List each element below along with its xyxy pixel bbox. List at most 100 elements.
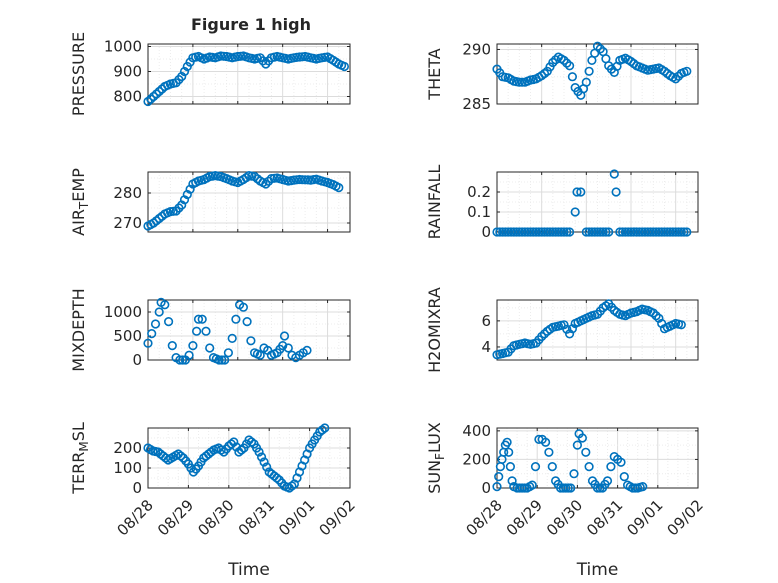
data-point-interp	[662, 227, 672, 237]
data-point	[572, 187, 582, 197]
data-point	[334, 183, 344, 193]
data-point-interp	[151, 89, 161, 99]
data-point	[581, 77, 591, 87]
data-point	[544, 447, 554, 457]
data-point	[602, 476, 613, 486]
y-tick-label: 285	[462, 95, 491, 113]
chart-air_temp: 270 280 AIRTEMP	[69, 168, 351, 236]
data-point-interp	[584, 227, 594, 237]
data-point-interp	[550, 227, 561, 237]
data-point	[606, 462, 616, 472]
data-point	[167, 341, 177, 351]
data-point	[638, 482, 648, 492]
y-tick-label: 200	[113, 439, 142, 457]
data-point	[659, 227, 670, 237]
data-point	[150, 319, 161, 329]
y-tick-label: 280	[113, 184, 142, 202]
data-point	[255, 350, 265, 360]
data-point	[154, 86, 164, 97]
data-point	[665, 227, 675, 237]
data-point-interp	[146, 94, 156, 104]
data-point	[279, 331, 290, 341]
data-point-interp	[595, 227, 605, 237]
data-point	[676, 227, 686, 237]
data-point-interp	[179, 66, 190, 77]
data-point	[676, 320, 686, 330]
chart-pressure: 800 900 1000 PRESSURE	[69, 32, 351, 116]
series-markers	[492, 429, 648, 493]
series-markers	[143, 51, 350, 107]
x-tick-label: 08/31	[235, 496, 278, 539]
y-axis-label: MIXDEPTH	[69, 288, 88, 371]
y-tick-label: 0	[132, 479, 142, 497]
y-axis-label: SUNFLUX	[425, 422, 447, 494]
y-tick-label: 1000	[104, 303, 142, 321]
data-point	[581, 447, 591, 457]
data-point-interp	[217, 355, 227, 365]
data-point	[192, 326, 202, 336]
data-point-interp	[562, 324, 572, 334]
x-tick-label: 08/29	[154, 496, 197, 539]
axes-box	[147, 427, 351, 489]
figure-title: Figure 1 high	[191, 15, 311, 34]
x-tick-label: 08/28	[114, 496, 157, 539]
data-point	[547, 462, 557, 472]
y-tick-label: 0.1	[467, 203, 491, 221]
data-point-interp	[297, 175, 307, 185]
y-tick-label: 290	[462, 40, 491, 58]
data-point	[175, 355, 185, 365]
data-point	[576, 187, 586, 197]
data-point-interp	[562, 58, 572, 68]
y-tick-label: 6	[481, 312, 491, 330]
x-tick-label: 09/01	[623, 496, 666, 539]
data-point	[592, 41, 603, 51]
data-point	[261, 179, 271, 189]
data-point	[505, 462, 516, 472]
x-tick-label: 08/30	[543, 496, 586, 539]
data-point-interp	[567, 72, 578, 82]
data-point	[154, 307, 164, 317]
data-point	[648, 227, 658, 237]
data-point	[631, 227, 642, 237]
data-point-interp	[517, 227, 527, 237]
data-point	[220, 355, 230, 365]
data-point	[604, 227, 614, 237]
series-markers	[143, 423, 330, 493]
series-markers	[492, 299, 686, 360]
data-point	[320, 423, 330, 433]
data-point	[577, 433, 588, 443]
y-axis-label: PRESSURE	[69, 32, 88, 116]
data-point	[619, 472, 629, 482]
y-axis-label: RAINFALL	[425, 165, 444, 240]
x-tick-label: 09/02	[664, 496, 707, 539]
data-point	[671, 74, 681, 84]
data-point	[540, 437, 551, 447]
data-point	[229, 437, 239, 447]
y-axis-label: TERRMSL	[69, 422, 91, 495]
x-tick-label: 09/01	[275, 496, 318, 539]
axes-box	[147, 299, 351, 361]
data-point-interp	[617, 227, 628, 237]
data-point-interp	[528, 227, 538, 237]
data-point	[164, 317, 174, 327]
data-point	[609, 169, 619, 179]
data-point	[223, 348, 233, 358]
data-point-interp	[176, 451, 186, 461]
data-point	[214, 355, 224, 365]
data-point	[231, 314, 241, 324]
data-point	[504, 447, 514, 457]
chart-h2omixra: 4 6 H2OMIXRA	[425, 287, 699, 373]
data-point-interp	[595, 44, 605, 54]
y-tick-label: 500	[113, 327, 142, 345]
data-point	[559, 227, 569, 237]
data-point-interp	[236, 445, 246, 455]
series-markers	[492, 169, 692, 237]
data-point	[548, 57, 558, 68]
chart-theta: 285 290 THETA	[425, 40, 699, 113]
data-point-interp	[517, 77, 527, 87]
data-point	[530, 462, 541, 472]
data-point	[569, 469, 579, 479]
data-point	[572, 440, 583, 450]
chart-mixdepth: 0 500 1000 MIXDEPTH	[69, 288, 351, 372]
data-point	[492, 482, 502, 492]
